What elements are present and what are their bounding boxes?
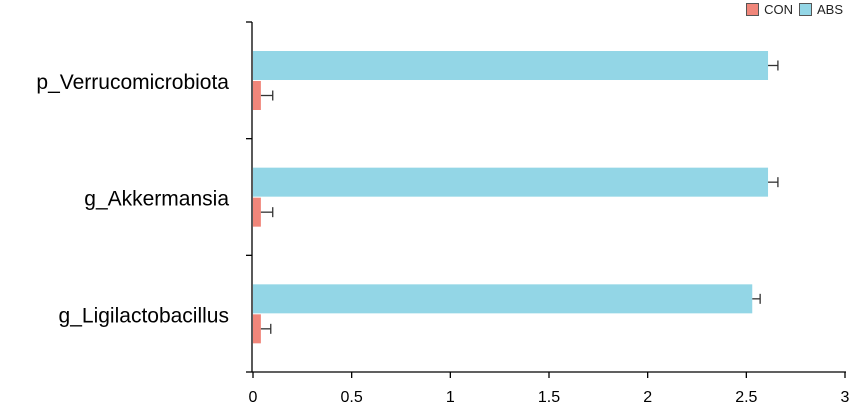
category-label: g_Akkermansia <box>84 188 229 211</box>
bar-abs <box>253 51 769 80</box>
category-label: p_Verrucomicrobiota <box>36 71 229 94</box>
bar-con <box>253 197 261 227</box>
bar-con <box>253 314 261 344</box>
x-tick-label: 1 <box>446 389 455 406</box>
x-tick-label: 0.5 <box>341 389 363 406</box>
bar-abs <box>253 284 753 314</box>
category-label: g_Ligilactobacillus <box>59 304 229 327</box>
legend-item-abs: ABS <box>798 2 843 17</box>
x-tick-label: 2 <box>643 389 652 406</box>
legend-item-con: CON <box>746 2 793 17</box>
x-tick-label: 3 <box>841 389 850 406</box>
legend-swatch-con <box>746 3 760 16</box>
x-tick-label: 1.5 <box>538 389 560 406</box>
bar-abs <box>253 167 769 197</box>
legend-swatch-abs <box>798 3 812 16</box>
legend-label-abs: ABS <box>816 2 843 17</box>
legend-label-con: CON <box>764 2 793 17</box>
x-tick-label: 0 <box>249 389 258 406</box>
x-tick-label: 2.5 <box>735 389 757 406</box>
bar-con <box>253 81 261 110</box>
legend: CON ABS <box>746 2 843 17</box>
